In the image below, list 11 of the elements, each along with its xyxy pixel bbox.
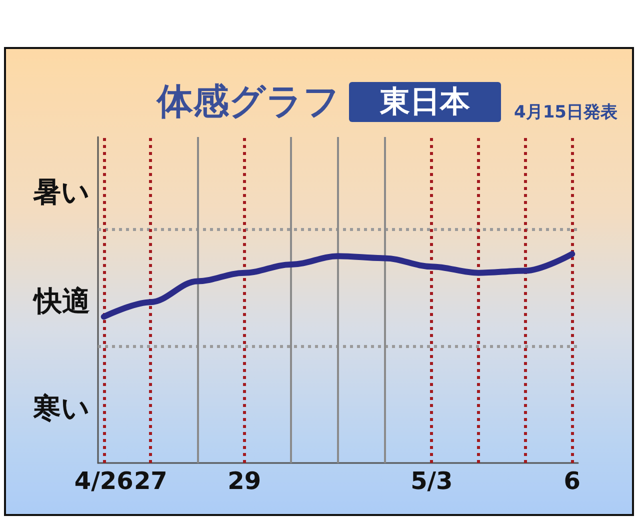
text: 寒い	[32, 392, 90, 424]
chart-title: 体感グラフ	[156, 82, 340, 122]
x-tick-label: 29	[228, 467, 262, 495]
chart-subtitle: 東日本	[379, 84, 471, 120]
text: 快適	[32, 284, 90, 318]
text: 暑い	[32, 176, 90, 208]
text: 4月15日発表	[514, 102, 618, 122]
x-tick-label: 5/3	[410, 467, 453, 495]
x-tick-label: 4/26	[74, 467, 134, 495]
x-tick-label: 6	[564, 467, 580, 495]
x-tick-label: 27	[134, 467, 168, 495]
